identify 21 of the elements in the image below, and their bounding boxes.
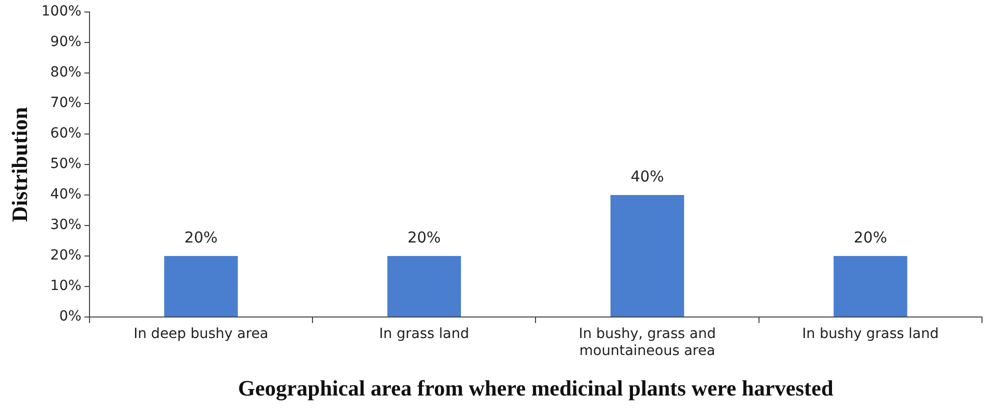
y-tick-label: 90% [50, 34, 82, 50]
y-tick-label: 10% [50, 278, 82, 294]
y-tick-label: 50% [50, 156, 82, 172]
y-axis-title: Distribution [6, 107, 32, 222]
data-label: 40% [630, 167, 664, 186]
y-tick-label: 40% [50, 186, 82, 203]
y-tick-label: 60% [50, 126, 82, 142]
y-tick-label: 20% [50, 248, 82, 264]
data-label: 20% [184, 228, 218, 246]
x-tick-label: In deep bushy area [134, 326, 268, 342]
y-tick-label: 70% [50, 95, 82, 112]
data-label: 20% [854, 228, 888, 246]
x-tick-label: In grass land [379, 326, 470, 342]
x-tick-label: In bushy grass land [802, 326, 939, 342]
x-tick-label: In bushy, grass and mountaineous area [578, 326, 716, 359]
y-tick-label: 80% [50, 64, 82, 81]
y-tick-label: 100% [41, 4, 82, 20]
x-axis-title: Geographical area from where medicinal plants were harvested [238, 375, 834, 400]
y-tick-label: 0% [59, 308, 82, 325]
data-label: 20% [407, 228, 441, 246]
y-tick-label: 30% [50, 217, 82, 234]
